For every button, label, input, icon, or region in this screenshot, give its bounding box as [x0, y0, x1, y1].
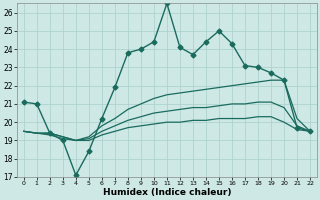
X-axis label: Humidex (Indice chaleur): Humidex (Indice chaleur) [103, 188, 231, 197]
